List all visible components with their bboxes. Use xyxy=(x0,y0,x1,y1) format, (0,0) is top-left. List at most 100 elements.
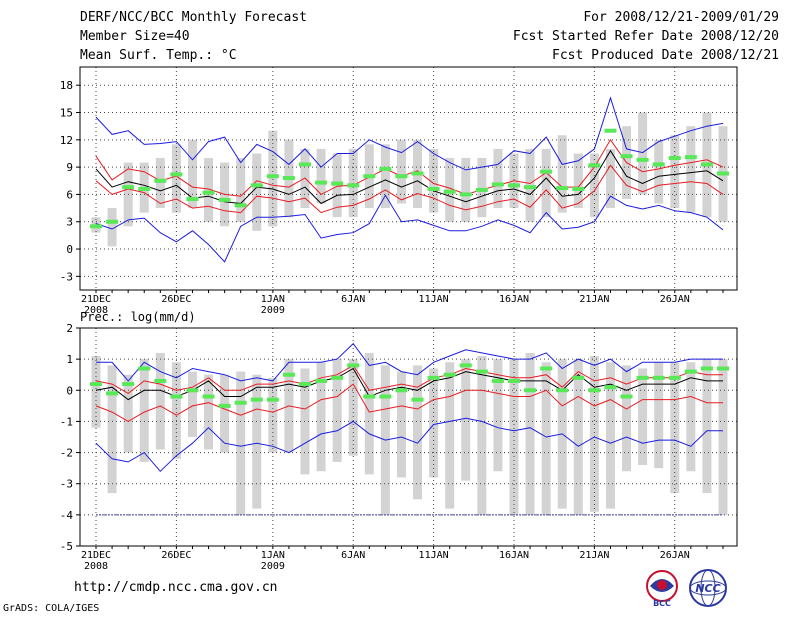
prec-box-31 xyxy=(589,356,599,512)
prec-box-16 xyxy=(348,359,358,456)
temp-mean-marker-30 xyxy=(572,186,585,191)
prec-box-38 xyxy=(702,359,712,494)
temp-box-9 xyxy=(236,158,246,222)
prec-box-7 xyxy=(204,374,214,450)
temp-box-7 xyxy=(204,158,214,222)
prec-box-35 xyxy=(654,362,664,469)
temp-ytick-label: 6 xyxy=(66,188,73,201)
prec-mean-marker-14 xyxy=(315,378,328,383)
prec-mean-marker-5 xyxy=(170,394,183,399)
prec-xtick-label: 26JAN xyxy=(660,550,690,561)
temp-xtick-label: 26DEC xyxy=(161,294,191,305)
prec-mean-marker-35 xyxy=(652,375,665,380)
temp-frame xyxy=(79,66,738,291)
temp-mean-marker-19 xyxy=(395,174,408,179)
temp-box-1 xyxy=(107,208,117,247)
prec-box-37 xyxy=(686,362,696,472)
prec-mean-marker-32 xyxy=(604,385,617,390)
prec-lower-spread-line xyxy=(95,383,723,422)
temp-box-32 xyxy=(605,148,615,209)
prec-mean-marker-18 xyxy=(379,394,392,399)
prec-mean-marker-38 xyxy=(700,366,713,371)
temp-box-30 xyxy=(573,153,583,209)
temp-xtick-label: 21DEC xyxy=(81,294,111,305)
prec-ytick-label: -2 xyxy=(60,447,73,460)
prec-mean-marker-3 xyxy=(138,366,151,371)
temp-mean-marker-4 xyxy=(154,178,167,183)
grads-credit: GrADS: COLA/IGES xyxy=(3,603,100,614)
temp-mean-marker-26 xyxy=(508,183,520,188)
temp-xtick-label: 21JAN xyxy=(579,294,609,305)
prec-box-5 xyxy=(171,362,181,459)
temp-mean-marker-11 xyxy=(266,174,279,179)
temp-mean-marker-29 xyxy=(556,186,569,191)
prec-ytick-label: -3 xyxy=(60,478,73,491)
prec-mean-marker-17 xyxy=(363,394,376,399)
temp-ytick-label: 15 xyxy=(60,107,73,120)
temp-ensemble-mean-line xyxy=(95,149,724,205)
prec-max-line xyxy=(96,342,723,382)
prec-mean-marker-31 xyxy=(588,388,601,393)
temp-box-10 xyxy=(252,153,262,231)
prec-ytick-label: 1 xyxy=(66,353,73,366)
temp-ytick-label: 12 xyxy=(60,134,73,147)
temp-box-25 xyxy=(493,148,503,209)
prec-box-24 xyxy=(477,356,487,515)
prec-box-1 xyxy=(107,365,117,494)
temp-mean-marker-15 xyxy=(331,181,344,186)
prec-xtick-label: 21DEC xyxy=(81,550,111,561)
prec-box-9 xyxy=(236,371,246,515)
temp-box-31 xyxy=(589,153,599,218)
prec-box-8 xyxy=(220,374,230,453)
temp-mean-marker-24 xyxy=(475,187,488,192)
forecast-started: Fcst Started Refer Date 2008/12/20 xyxy=(512,29,779,44)
temp-mean-marker-8 xyxy=(218,197,231,202)
temp-xtick-label: 6JAN xyxy=(341,294,365,305)
temp-mean-marker-33 xyxy=(620,154,633,159)
temp-box-23 xyxy=(461,158,471,222)
temp-upper-spread-line xyxy=(95,138,724,197)
temp-box-37 xyxy=(686,126,696,213)
ncc-logo-text: NCC xyxy=(695,582,720,595)
bcc-logo-text: BCC xyxy=(653,599,671,608)
temp-mean-marker-0 xyxy=(90,224,102,229)
temp-mean-marker-14 xyxy=(315,180,328,185)
temp-mean-marker-38 xyxy=(700,162,713,167)
prec-box-32 xyxy=(605,362,615,509)
temp-box-4 xyxy=(155,158,165,209)
precip-panel-label: Prec.: log(mm/d) xyxy=(80,310,196,324)
temp-mean-marker-37 xyxy=(684,155,697,160)
prec-box-0 xyxy=(91,356,101,428)
prec-mean-marker-22 xyxy=(443,372,456,377)
prec-box-36 xyxy=(670,362,680,494)
prec-mean-marker-23 xyxy=(459,363,472,368)
prec-mean-marker-33 xyxy=(620,394,633,399)
prec-box-23 xyxy=(461,359,471,481)
temp-box-18 xyxy=(380,144,390,209)
header-left: DERF/NCC/BCC Monthly Forecast Member Size… xyxy=(80,8,307,65)
prec-mean-marker-29 xyxy=(556,388,569,393)
temp-mean-marker-1 xyxy=(106,219,119,224)
temp-xtick-sublabel: 2008 xyxy=(84,305,108,316)
prec-box-2 xyxy=(123,374,133,453)
temp-mean-marker-31 xyxy=(588,163,601,168)
temp-mean-marker-22 xyxy=(443,189,456,194)
temp-ytick-label: 0 xyxy=(66,243,73,256)
temp-lower-spread-line xyxy=(95,164,724,214)
prec-box-14 xyxy=(316,362,326,472)
prec-mean-marker-27 xyxy=(524,388,537,393)
temp-box-6 xyxy=(187,139,197,209)
prec-upper-spread-line xyxy=(95,364,723,395)
prec-xtick-label: 11JAN xyxy=(419,550,449,561)
source-url[interactable]: http://cmdp.ncc.cma.gov.cn xyxy=(74,580,278,595)
prec-xtick-label: 6JAN xyxy=(341,550,365,561)
prec-box-17 xyxy=(364,352,374,475)
temp-mean-marker-7 xyxy=(202,190,215,195)
chart-title: DERF/NCC/BCC Monthly Forecast xyxy=(80,10,307,25)
temp-box-29 xyxy=(557,135,567,213)
temp-mean-marker-32 xyxy=(604,128,617,133)
prec-box-33 xyxy=(622,365,632,472)
temp-ytick-label: 18 xyxy=(60,79,73,92)
